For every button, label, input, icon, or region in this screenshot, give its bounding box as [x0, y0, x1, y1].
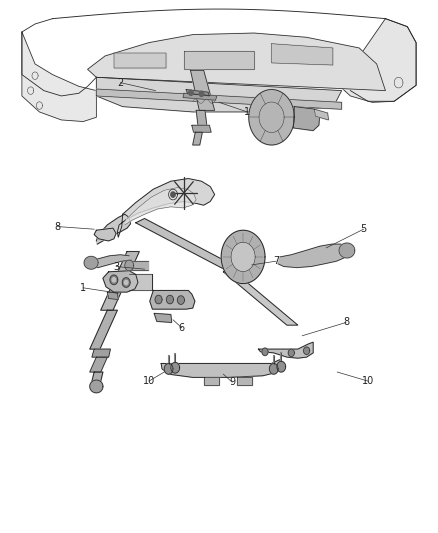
Polygon shape: [269, 364, 278, 374]
Polygon shape: [150, 290, 195, 309]
Polygon shape: [237, 377, 252, 385]
Text: 1: 1: [80, 283, 86, 293]
Polygon shape: [189, 90, 193, 95]
Polygon shape: [184, 51, 254, 69]
Polygon shape: [136, 219, 241, 273]
Polygon shape: [192, 125, 211, 132]
Polygon shape: [125, 188, 196, 225]
Polygon shape: [103, 271, 138, 292]
Polygon shape: [231, 243, 255, 271]
Polygon shape: [223, 272, 298, 325]
Polygon shape: [161, 360, 283, 377]
Polygon shape: [191, 70, 215, 110]
Polygon shape: [154, 313, 172, 322]
Polygon shape: [199, 91, 204, 96]
Polygon shape: [122, 278, 130, 287]
Polygon shape: [107, 292, 118, 300]
Polygon shape: [96, 77, 342, 112]
Polygon shape: [171, 192, 175, 197]
Polygon shape: [22, 32, 96, 122]
Polygon shape: [278, 244, 347, 268]
Polygon shape: [90, 380, 103, 393]
Polygon shape: [186, 90, 209, 96]
Polygon shape: [288, 349, 294, 357]
Polygon shape: [166, 295, 173, 304]
Text: 9: 9: [229, 377, 235, 387]
Polygon shape: [193, 132, 202, 145]
Polygon shape: [177, 296, 184, 304]
Polygon shape: [196, 110, 207, 125]
Polygon shape: [258, 342, 313, 358]
Polygon shape: [110, 275, 118, 285]
Polygon shape: [183, 93, 217, 100]
Polygon shape: [249, 90, 294, 145]
Polygon shape: [262, 348, 268, 356]
Polygon shape: [117, 179, 215, 237]
Polygon shape: [339, 243, 355, 258]
Polygon shape: [114, 53, 166, 68]
Polygon shape: [112, 278, 116, 282]
Text: 3: 3: [113, 262, 119, 271]
Polygon shape: [88, 33, 385, 91]
Polygon shape: [304, 347, 310, 354]
Polygon shape: [90, 357, 107, 372]
Polygon shape: [171, 362, 180, 373]
Polygon shape: [94, 228, 116, 241]
Polygon shape: [84, 256, 98, 269]
Polygon shape: [204, 377, 219, 385]
Polygon shape: [96, 214, 131, 244]
Text: 7: 7: [273, 256, 279, 266]
Text: 6: 6: [179, 323, 185, 333]
Text: 8: 8: [54, 222, 60, 231]
Polygon shape: [92, 349, 110, 357]
Polygon shape: [90, 310, 117, 349]
Polygon shape: [342, 19, 416, 102]
Polygon shape: [124, 280, 128, 285]
Text: 8: 8: [343, 318, 349, 327]
Polygon shape: [96, 89, 342, 109]
Polygon shape: [314, 109, 328, 120]
Text: 10: 10: [362, 376, 374, 386]
Polygon shape: [155, 295, 162, 304]
Text: 5: 5: [360, 224, 367, 234]
Text: 10: 10: [143, 376, 155, 386]
Polygon shape: [272, 44, 333, 65]
Polygon shape: [164, 364, 173, 374]
Polygon shape: [221, 230, 265, 284]
Polygon shape: [293, 107, 320, 131]
Polygon shape: [125, 260, 134, 271]
Polygon shape: [90, 255, 131, 268]
Polygon shape: [277, 361, 286, 372]
Polygon shape: [101, 252, 139, 310]
Text: 1: 1: [244, 107, 251, 117]
Polygon shape: [91, 372, 103, 385]
Text: 2: 2: [117, 78, 124, 87]
